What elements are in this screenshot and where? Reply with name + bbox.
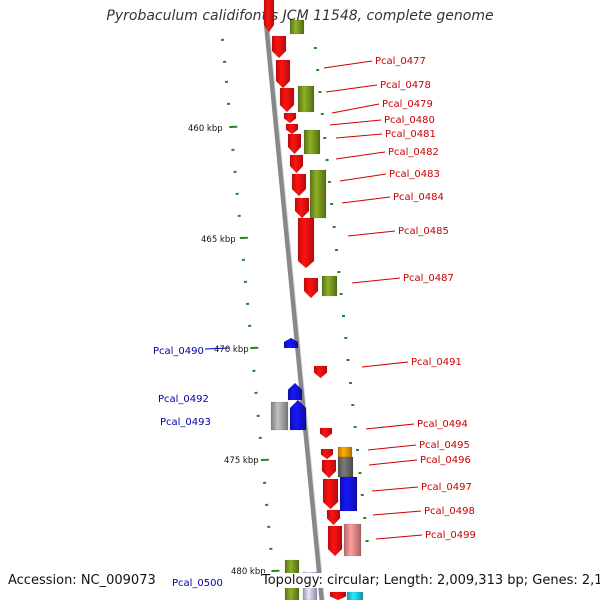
pink-gene-block bbox=[343, 523, 362, 557]
forward-gene-label: Pcal_0482 bbox=[388, 147, 439, 158]
red-gene-arrow bbox=[283, 112, 297, 124]
forward-gene-label: Pcal_0498 bbox=[424, 506, 475, 517]
scale-label: 475 kbp bbox=[224, 456, 259, 466]
forward-gene-label: Pcal_0494 bbox=[417, 419, 468, 430]
forward-gene-leader bbox=[329, 119, 382, 126]
red-gene-arrow bbox=[275, 59, 291, 89]
forward-gene-label: Pcal_0497 bbox=[421, 482, 472, 493]
red-gene-arrow bbox=[321, 459, 337, 479]
accession-text: Accession: NC_009073 bbox=[8, 573, 156, 588]
forward-gene-leader bbox=[371, 486, 419, 492]
forward-gene-leader bbox=[347, 230, 396, 237]
forward-gene-label: Pcal_0496 bbox=[420, 455, 471, 466]
red-gene-arrow bbox=[303, 277, 319, 299]
red-gene-arrow bbox=[271, 35, 287, 59]
red-gene-arrow bbox=[322, 478, 339, 510]
forward-gene-label: Pcal_0495 bbox=[419, 440, 470, 451]
scale-label: 460 kbp bbox=[188, 124, 223, 134]
red-gene-arrow bbox=[285, 123, 299, 135]
forward-gene-leader bbox=[325, 84, 378, 93]
forward-gene-label: Pcal_0481 bbox=[385, 129, 436, 140]
forward-gene-leader bbox=[331, 103, 380, 114]
forward-gene-label: Pcal_0477 bbox=[375, 56, 426, 67]
reverse-gene-label: Pcal_0493 bbox=[160, 417, 211, 428]
blue-gene-arrow bbox=[287, 382, 303, 401]
gray-gene-block bbox=[337, 456, 354, 478]
gray-gene-block bbox=[270, 401, 289, 431]
forward-gene-leader bbox=[323, 60, 373, 69]
red-gene-arrow bbox=[291, 173, 307, 197]
red-gene-arrow bbox=[294, 197, 310, 219]
red-gene-arrow bbox=[327, 525, 343, 557]
red-gene-arrow bbox=[326, 509, 341, 526]
scale-label: 480 kbp bbox=[231, 567, 266, 577]
orange-gene-block bbox=[337, 446, 353, 458]
forward-gene-label: Pcal_0478 bbox=[380, 80, 431, 91]
olive-gene-block bbox=[303, 129, 321, 155]
cyan-gene-block bbox=[346, 591, 364, 600]
reverse-gene-label: Pcal_0490 bbox=[153, 346, 204, 357]
backbone-line bbox=[263, 19, 325, 600]
olive-gene-block bbox=[297, 85, 315, 113]
red-gene-arrow bbox=[313, 365, 328, 379]
olive-gene-block bbox=[309, 169, 327, 219]
blue-gene-arrow bbox=[283, 337, 299, 349]
reverse-gene-label: Pcal_0492 bbox=[158, 394, 209, 405]
scale-label: 465 kbp bbox=[201, 235, 236, 245]
olive-gene-block bbox=[321, 275, 338, 297]
reverse-gene-label: Pcal_0500 bbox=[172, 578, 223, 589]
red-gene-arrow bbox=[320, 448, 334, 460]
red-gene-arrow bbox=[279, 87, 295, 113]
blue-gene-block bbox=[339, 476, 358, 512]
forward-gene-label: Pcal_0487 bbox=[403, 273, 454, 284]
red-gene-arrow bbox=[297, 217, 315, 269]
forward-gene-leader bbox=[368, 459, 418, 466]
red-gene-arrow bbox=[263, 0, 275, 33]
forward-gene-leader bbox=[361, 361, 409, 368]
forward-gene-leader bbox=[367, 444, 417, 451]
map-title: Pyrobaculum calidifontis JCM 11548, comp… bbox=[106, 8, 494, 24]
forward-gene-leader bbox=[375, 534, 423, 540]
forward-gene-leader bbox=[341, 196, 391, 204]
forward-gene-leader bbox=[365, 423, 415, 430]
red-gene-arrow bbox=[329, 591, 347, 600]
red-gene-arrow bbox=[287, 133, 302, 155]
summary-text: Topology: circular; Length: 2,009,313 bp… bbox=[262, 573, 600, 588]
forward-gene-leader bbox=[335, 133, 383, 139]
blue-gene-arrow bbox=[289, 399, 307, 431]
reverse-gene-leader bbox=[204, 347, 230, 350]
olive-gene-block bbox=[289, 19, 305, 35]
forward-gene-label: Pcal_0480 bbox=[384, 115, 435, 126]
red-gene-arrow bbox=[319, 427, 333, 439]
forward-gene-label: Pcal_0485 bbox=[398, 226, 449, 237]
forward-gene-label: Pcal_0491 bbox=[411, 357, 462, 368]
forward-gene-leader bbox=[372, 510, 422, 516]
backbone-highlight bbox=[268, 19, 325, 600]
forward-gene-leader bbox=[335, 151, 386, 160]
scale-label: 470 kbp bbox=[214, 345, 249, 355]
forward-gene-label: Pcal_0479 bbox=[382, 99, 433, 110]
forward-gene-leader bbox=[351, 277, 401, 284]
forward-gene-label: Pcal_0484 bbox=[393, 192, 444, 203]
forward-gene-label: Pcal_0483 bbox=[389, 169, 440, 180]
forward-gene-leader bbox=[339, 173, 387, 182]
forward-gene-label: Pcal_0499 bbox=[425, 530, 476, 541]
red-gene-arrow bbox=[289, 154, 304, 174]
